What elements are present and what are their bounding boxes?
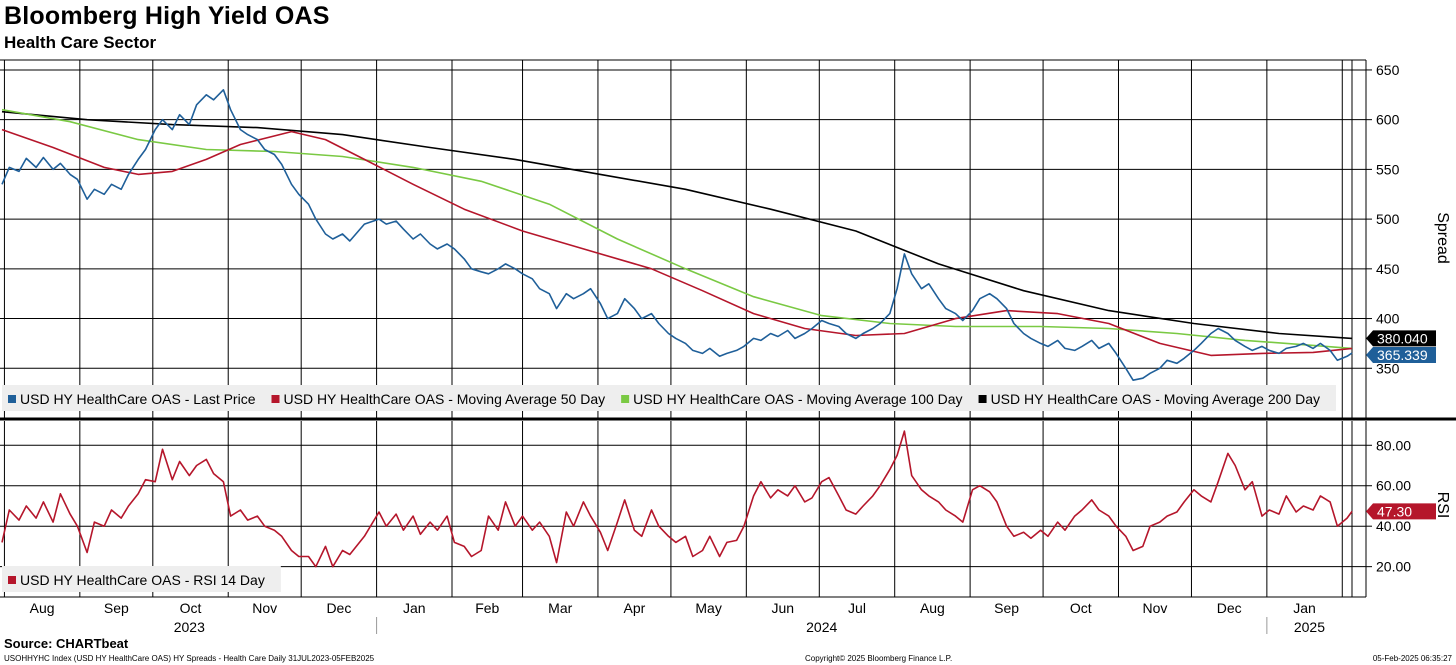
spread-legend-bg: [2, 385, 1336, 411]
spread-legend-label: USD HY HealthCare OAS - Moving Average 1…: [633, 391, 962, 407]
x-year-label: 2024: [806, 619, 837, 635]
x-month-label: Aug: [30, 600, 55, 616]
footer-copyright: Copyright© 2025 Bloomberg Finance L.P.: [805, 654, 953, 663]
ma200-last-value-tag: 380.040: [1377, 330, 1428, 346]
chart-subtitle: Health Care Sector: [4, 33, 157, 52]
spread-legend-swatch: [978, 395, 987, 403]
x-month-label: Jul: [848, 600, 866, 616]
spread-y-tick-label: 600: [1376, 112, 1400, 128]
spread-legend-label: USD HY HealthCare OAS - Last Price: [20, 391, 256, 407]
x-month-label: Apr: [624, 600, 646, 616]
last-price-line: [1, 89, 1353, 381]
spread-legend-swatch: [621, 395, 630, 403]
x-month-label: Sep: [994, 600, 1019, 616]
source-note: Source: CHARTbeat: [4, 636, 129, 651]
spread-y-tick-label: 550: [1376, 161, 1400, 177]
rsi-y-tick-label: 60.00: [1376, 478, 1411, 494]
spread-legend-swatch: [8, 395, 16, 403]
rsi-line: [1, 430, 1353, 568]
spread-legend-swatch: [271, 395, 280, 403]
last-price-value-tag: 365.339: [1377, 347, 1428, 363]
x-month-label: Aug: [920, 600, 945, 616]
rsi-axis-title: RSI: [1434, 492, 1451, 519]
spread-y-tick-label: 400: [1376, 311, 1400, 327]
rsi-legend-bg: [2, 566, 281, 592]
x-month-label: Jun: [772, 600, 795, 616]
x-month-label: Dec: [1217, 600, 1242, 616]
spread-y-tick-label: 650: [1376, 62, 1400, 78]
ma100-line: [1, 108, 1353, 350]
spread-axis-title: Spread: [1434, 212, 1451, 264]
x-month-label: May: [695, 600, 721, 616]
rsi-last-value-tag-bg: [1366, 503, 1436, 520]
x-month-label: Jan: [403, 600, 426, 616]
rsi-y-tick-label: 20.00: [1376, 559, 1411, 575]
spread-y-tick-label: 500: [1376, 211, 1400, 227]
rsi-legend-swatch: [8, 576, 16, 584]
x-month-label: Jan: [1293, 600, 1316, 616]
chart-title: Bloomberg High Yield OAS: [4, 2, 330, 30]
x-month-label: Mar: [548, 600, 572, 616]
x-month-label: Oct: [1070, 600, 1092, 616]
x-month-label: Sep: [104, 600, 129, 616]
x-month-label: Nov: [1143, 600, 1168, 616]
footer-ticker-info: USOHHYHC Index (USD HY HealthCare OAS) H…: [4, 654, 375, 663]
footer-timestamp: 05-Feb-2025 06:35:27: [1372, 654, 1452, 663]
spread-y-tick-label: 350: [1376, 360, 1400, 376]
ma200-line: [1, 110, 1353, 340]
rsi-y-tick-label: 40.00: [1376, 518, 1411, 534]
spread-y-tick-label: 450: [1376, 261, 1400, 277]
x-month-label: Dec: [326, 600, 351, 616]
last-price-value-tag-bg: [1366, 347, 1436, 364]
x-month-label: Nov: [252, 600, 277, 616]
spread-legend-label: USD HY HealthCare OAS - Moving Average 5…: [284, 391, 606, 407]
x-month-label: Feb: [475, 600, 499, 616]
spread-legend-label: USD HY HealthCare OAS - Moving Average 2…: [991, 391, 1320, 407]
rsi-legend-label: USD HY HealthCare OAS - RSI 14 Day: [20, 572, 265, 588]
ma200-last-value-tag-bg: [1366, 330, 1436, 347]
rsi-y-tick-label: 80.00: [1376, 437, 1411, 453]
ma50-line: [1, 128, 1353, 357]
x-month-label: Oct: [180, 600, 202, 616]
x-year-label: 2023: [174, 619, 205, 635]
x-year-label: 2025: [1294, 619, 1325, 635]
rsi-last-value-tag: 47.30: [1377, 503, 1412, 519]
